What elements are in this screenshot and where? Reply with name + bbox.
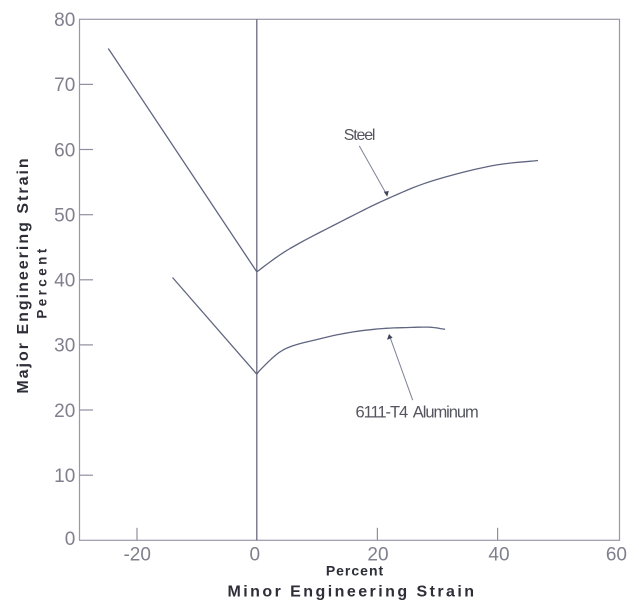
svg-text:50: 50 bbox=[54, 206, 75, 227]
svg-text:Steel: Steel bbox=[344, 127, 375, 144]
svg-text:30: 30 bbox=[54, 336, 75, 357]
svg-text:Major Engineering Strain: Major Engineering Strain bbox=[15, 156, 32, 393]
svg-text:Percent: Percent bbox=[35, 245, 50, 318]
svg-text:Minor Engineering Strain: Minor Engineering Strain bbox=[227, 584, 476, 601]
svg-text:0: 0 bbox=[65, 529, 76, 550]
svg-text:Percent: Percent bbox=[326, 563, 384, 579]
svg-text:60: 60 bbox=[54, 140, 75, 161]
svg-text:20: 20 bbox=[367, 545, 388, 566]
svg-text:6111-T4 Aluminum: 6111-T4 Aluminum bbox=[356, 404, 479, 422]
svg-text:60: 60 bbox=[606, 545, 627, 566]
svg-text:0: 0 bbox=[250, 545, 261, 566]
svg-text:-20: -20 bbox=[123, 545, 150, 566]
svg-text:20: 20 bbox=[54, 401, 75, 422]
svg-text:70: 70 bbox=[54, 75, 75, 96]
svg-text:80: 80 bbox=[54, 10, 75, 31]
svg-text:40: 40 bbox=[488, 545, 509, 566]
svg-text:10: 10 bbox=[54, 466, 75, 487]
svg-text:40: 40 bbox=[54, 271, 75, 292]
